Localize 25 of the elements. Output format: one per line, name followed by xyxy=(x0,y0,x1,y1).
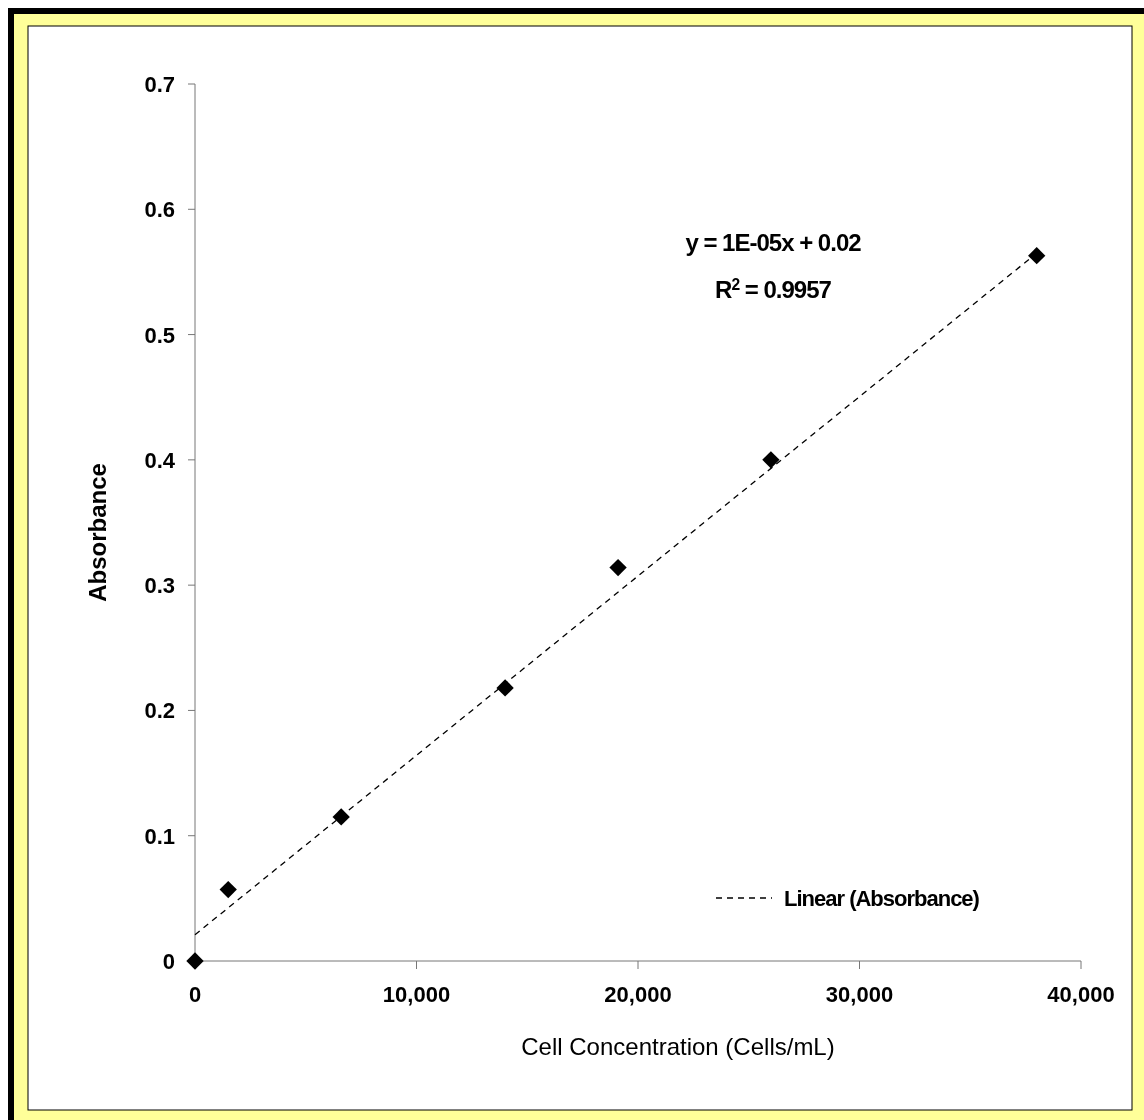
x-tick-label: 0 xyxy=(188,982,202,1007)
x-axis-title: Cell Concentration (Cells/mL) xyxy=(521,1033,835,1060)
y-tick-label: 0.5 xyxy=(144,322,175,348)
point xyxy=(496,679,514,697)
point xyxy=(186,952,204,970)
x-tick-label: 30,000 xyxy=(825,982,894,1007)
x-tick-label: 20,000 xyxy=(604,982,672,1007)
point xyxy=(762,451,780,469)
annotation: y = 1E-05x + 0.02 xyxy=(685,229,862,256)
y-tick-label: 0.3 xyxy=(144,573,175,599)
y-tick-label: 0.7 xyxy=(144,72,175,97)
x-tick-label: 10,000 xyxy=(382,982,451,1007)
annotation: R$^{2}$ = 0.9957 xyxy=(715,275,832,303)
y-tick-label: 0.2 xyxy=(144,698,175,724)
y-tick-label: 0.1 xyxy=(144,823,175,849)
y-tick-label: 0.6 xyxy=(144,197,175,223)
x-tick-label: 40,000 xyxy=(1047,982,1115,1007)
point xyxy=(1028,246,1046,265)
point xyxy=(609,558,627,577)
point xyxy=(219,880,237,899)
y-tick-label: 0.4 xyxy=(144,447,176,473)
y-tick-label: 0 xyxy=(162,949,175,974)
y-axis-title: Absorbance xyxy=(84,463,111,602)
point xyxy=(332,808,350,826)
legend-label: Linear (Absorbance) xyxy=(784,886,980,911)
